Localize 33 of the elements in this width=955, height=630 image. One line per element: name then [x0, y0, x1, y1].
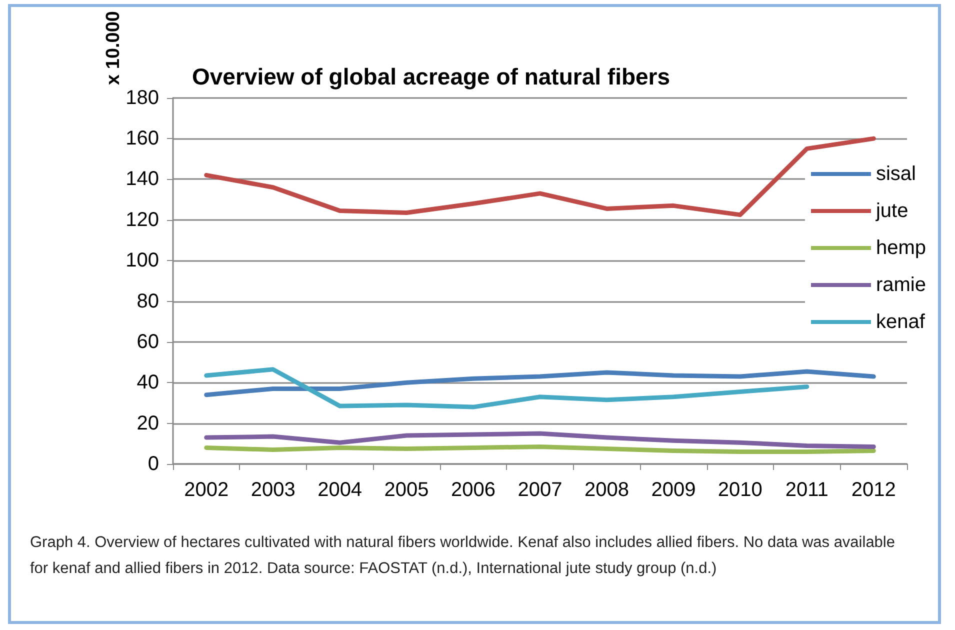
chart-title: Overview of global acreage of natural fibers	[192, 64, 670, 90]
x-tick-label: 2009	[651, 479, 696, 501]
x-tick-label: 2002	[184, 479, 229, 501]
y-tick-label: 160	[126, 128, 159, 150]
legend-label: kenaf	[876, 311, 926, 333]
x-tick-label: 2010	[718, 479, 762, 501]
x-tick-label: 2008	[584, 479, 629, 501]
x-tick-label: 2003	[250, 479, 296, 501]
x-tick-label: 2007	[518, 479, 562, 501]
y-tick-label: 20	[136, 412, 159, 434]
y-tick-label: 40	[136, 372, 159, 394]
x-tick-label: 2005	[384, 479, 429, 501]
x-tick-label: 2011	[785, 479, 828, 501]
legend-label: sisal	[876, 163, 916, 185]
legend-label: ramie	[876, 274, 926, 296]
line-series	[204, 367, 810, 410]
legend-label: jute	[874, 200, 908, 222]
line-series	[204, 431, 876, 449]
y-tick-label: 60	[136, 330, 159, 353]
y-tick-label: 180	[126, 86, 159, 109]
y-tick-label: 100	[126, 250, 159, 272]
caption: Graph 4. Overview of hectares cultivated with natural fibers worldwide. Kenaf also includes allied fibers. No data was available for kenaf and allied fibers in 2012. Data source: FAOSTAT (n.d.), International jute study group (n.d.)	[30, 533, 896, 579]
line-series	[204, 136, 876, 218]
y-tick-label: 120	[126, 208, 159, 231]
line-series	[204, 369, 876, 398]
x-tick-label: 2006	[451, 479, 496, 501]
y-tick-label: 140	[126, 168, 159, 190]
y-tick-label: 0	[148, 453, 159, 475]
x-tick-label: 2004	[318, 479, 362, 501]
y-axis-title: x 10.000	[103, 11, 124, 85]
legend-label: hemp	[876, 237, 926, 259]
y-tick-label: 80	[136, 290, 159, 312]
x-tick-label: 2012	[851, 479, 896, 501]
